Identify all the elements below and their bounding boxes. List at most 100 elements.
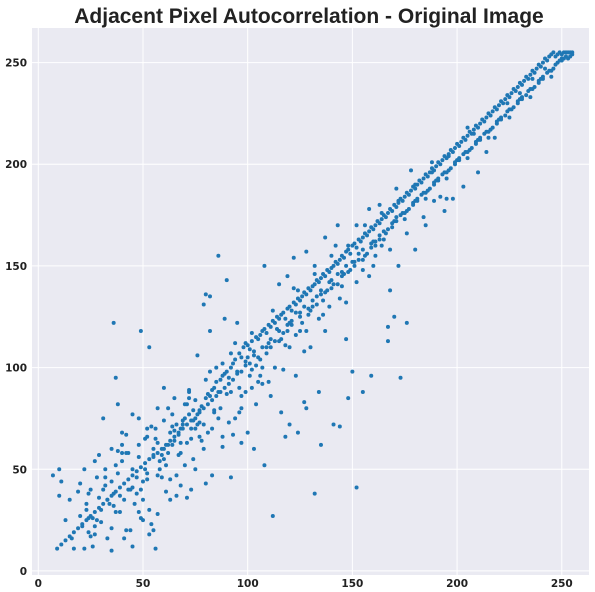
data-point xyxy=(126,477,131,482)
data-point xyxy=(423,190,428,195)
data-point xyxy=(113,489,118,494)
data-point xyxy=(237,385,242,390)
data-point xyxy=(145,477,150,482)
data-point xyxy=(308,345,313,350)
x-tick-label: 250 xyxy=(551,578,573,590)
x-tick-label: 0 xyxy=(35,578,42,590)
data-point xyxy=(86,491,91,496)
data-point xyxy=(92,459,97,464)
data-point xyxy=(300,320,305,325)
data-point xyxy=(482,131,487,136)
data-point xyxy=(92,524,97,529)
data-point xyxy=(201,406,206,411)
data-point xyxy=(155,473,160,478)
data-point xyxy=(113,509,118,514)
data-point xyxy=(168,477,173,482)
data-point xyxy=(120,459,125,464)
data-point xyxy=(377,233,382,238)
data-point xyxy=(314,302,319,307)
data-point xyxy=(545,70,550,75)
data-point xyxy=(526,76,531,81)
data-point xyxy=(287,304,292,309)
data-point xyxy=(210,473,215,478)
data-point xyxy=(136,442,141,447)
data-point xyxy=(239,406,244,411)
y-tick-label: 250 xyxy=(5,58,27,70)
data-point xyxy=(444,176,449,181)
data-point xyxy=(413,247,418,252)
data-point xyxy=(117,485,122,490)
data-point xyxy=(534,66,539,71)
data-point xyxy=(88,514,93,519)
data-point xyxy=(543,66,548,71)
data-point xyxy=(88,534,93,539)
data-point xyxy=(101,501,106,506)
data-point xyxy=(390,225,395,230)
data-point xyxy=(134,469,139,474)
data-point xyxy=(339,284,344,289)
data-point xyxy=(78,514,83,519)
data-point xyxy=(272,320,277,325)
data-point xyxy=(218,389,223,394)
data-point xyxy=(153,436,158,441)
data-point xyxy=(71,530,76,535)
data-point xyxy=(143,461,148,466)
data-point xyxy=(298,310,303,315)
data-point xyxy=(515,84,520,89)
data-point xyxy=(195,353,200,358)
x-tick-label: 100 xyxy=(237,578,259,590)
data-point xyxy=(356,251,361,256)
data-point xyxy=(189,418,194,423)
data-point xyxy=(166,450,171,455)
data-point xyxy=(117,493,122,498)
data-point xyxy=(478,121,483,126)
data-point xyxy=(312,282,317,287)
data-point xyxy=(82,467,87,472)
data-point xyxy=(367,274,372,279)
data-point xyxy=(159,475,164,480)
data-point xyxy=(310,298,315,303)
data-point xyxy=(233,341,238,346)
data-point xyxy=(507,115,512,120)
data-point xyxy=(226,420,231,425)
data-point xyxy=(509,91,514,96)
data-point xyxy=(145,434,150,439)
data-point xyxy=(413,182,418,187)
data-point xyxy=(172,396,177,401)
data-point xyxy=(82,546,87,551)
data-point xyxy=(291,255,296,260)
data-point xyxy=(149,424,154,429)
data-point xyxy=(476,137,481,142)
data-point xyxy=(448,166,453,171)
data-point xyxy=(503,113,508,118)
data-point xyxy=(94,475,99,480)
data-point xyxy=(170,442,175,447)
data-point xyxy=(120,442,125,447)
data-point xyxy=(155,406,160,411)
data-point xyxy=(348,267,353,272)
data-point xyxy=(281,331,286,336)
data-point xyxy=(423,196,428,201)
data-point xyxy=(488,113,493,118)
data-point xyxy=(549,74,554,79)
data-point xyxy=(465,150,470,155)
data-point xyxy=(513,89,518,94)
data-point xyxy=(101,487,106,492)
data-point xyxy=(136,509,141,514)
data-point xyxy=(323,235,328,240)
data-point xyxy=(237,351,242,356)
data-point xyxy=(147,532,152,537)
data-point xyxy=(532,84,537,89)
data-point xyxy=(176,430,181,435)
data-point xyxy=(434,178,439,183)
data-point xyxy=(189,487,194,492)
data-point xyxy=(128,487,133,492)
data-point xyxy=(496,117,501,122)
data-point xyxy=(249,331,254,336)
data-point xyxy=(329,286,334,291)
data-point xyxy=(207,394,212,399)
data-point xyxy=(256,337,261,342)
data-point xyxy=(551,50,556,55)
data-point xyxy=(187,389,192,394)
data-point xyxy=(63,538,68,543)
